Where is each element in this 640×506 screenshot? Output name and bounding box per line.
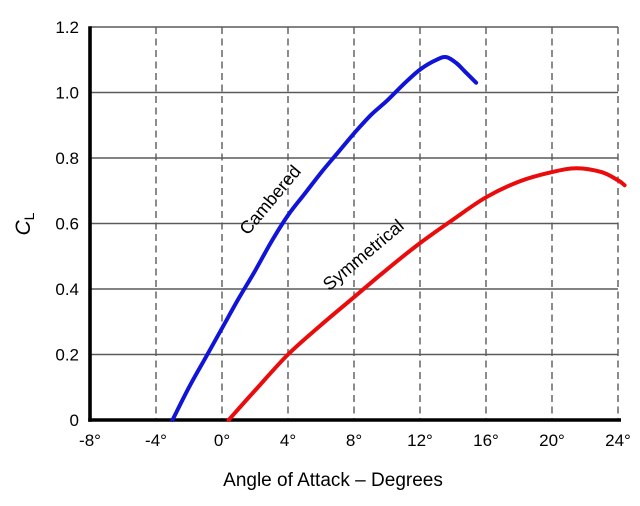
x-tick-label: -4°: [145, 431, 167, 450]
x-tick-label: 24°: [605, 431, 631, 450]
y-tick-labels: 0 0.2 0.4 0.6 0.8 1.0 1.2: [55, 18, 79, 430]
x-tick-label: 8°: [346, 431, 362, 450]
x-tick-label: 4°: [280, 431, 296, 450]
y-tick-label: 1.0: [55, 84, 79, 103]
series-label-symmetrical: Symmetrical: [319, 215, 408, 294]
series-curves: [170, 54, 627, 422]
y-tick-label: 0.8: [55, 149, 79, 168]
x-tick-label: 20°: [539, 431, 565, 450]
x-tick-label: 12°: [407, 431, 433, 450]
y-tick-label: 0.4: [55, 280, 79, 299]
x-tick-label: 16°: [473, 431, 499, 450]
y-tick-label: 0.2: [55, 346, 79, 365]
x-tick-labels: -8° -4° 0° 4° 8° 12° 16° 20° 24°: [79, 431, 631, 450]
x-tick-label: 0°: [214, 431, 230, 450]
y-axis-title-sub: L: [21, 212, 37, 220]
y-axis-title-main: C: [12, 219, 35, 235]
vertical-gridlines: [155, 27, 619, 420]
x-axis-title: Angle of Attack – Degrees: [223, 470, 443, 491]
y-tick-label: 1.2: [55, 18, 79, 37]
x-tick-label: -8°: [79, 431, 101, 450]
y-tick-label: 0.6: [55, 215, 79, 234]
y-axis-title: CL: [12, 212, 37, 235]
y-tick-label: 0: [70, 411, 79, 430]
series-curve-cambered: [170, 54, 479, 422]
axes: [88, 26, 621, 422]
series-curve-symmetrical: [226, 166, 627, 422]
series-label-cambered: Cambered: [236, 161, 305, 238]
